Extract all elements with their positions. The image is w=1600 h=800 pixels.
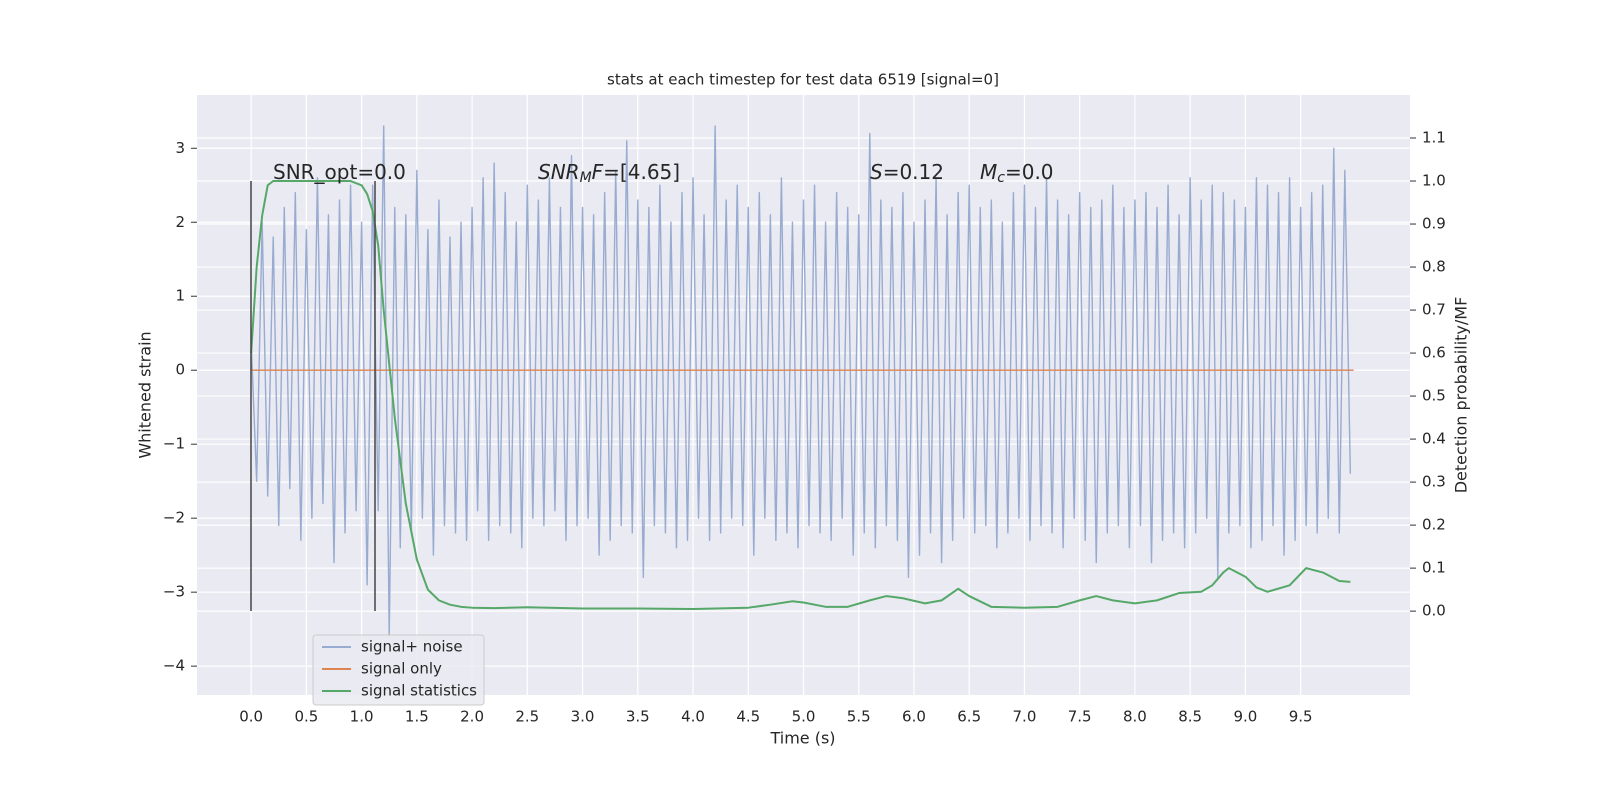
y2-tick-label: 0.1 — [1422, 559, 1446, 577]
legend-label: signal only — [361, 660, 442, 678]
y-axis-label: Whitened strain — [136, 331, 155, 458]
x-tick-label: 4.5 — [736, 708, 760, 726]
series-line — [250, 125, 1352, 638]
x-tick-label: 9.5 — [1289, 708, 1313, 726]
x-tick-label: 0.5 — [294, 708, 318, 726]
marks — [250, 125, 1354, 638]
x-tick-label: 9.0 — [1233, 708, 1257, 726]
y-tick-label: −4 — [163, 657, 185, 675]
y-tick-label: −3 — [163, 583, 185, 601]
x-tick-label: 5.0 — [792, 708, 816, 726]
legend-label: signal+ noise — [361, 638, 463, 656]
x-axis-label: Time (s) — [769, 729, 835, 748]
annotation-part: SNR — [538, 160, 580, 184]
y2-tick-label: 0.7 — [1422, 301, 1446, 319]
x-tick-label: 8.5 — [1178, 708, 1202, 726]
annotation-part: F — [592, 160, 604, 184]
annotation-part: =0.0 — [1005, 160, 1054, 184]
y2-tick-label: 0.9 — [1422, 215, 1446, 233]
annotation-part: S — [870, 160, 883, 184]
y2-tick-label: 0.0 — [1422, 602, 1446, 620]
series-line — [250, 180, 1351, 610]
x-tick-label: 7.0 — [1013, 708, 1037, 726]
chart-title: stats at each timestep for test data 651… — [607, 71, 999, 89]
y2-tick-label: 0.3 — [1422, 473, 1446, 491]
y2-tick-label: 0.5 — [1422, 387, 1446, 405]
annotation: S=0.12 — [870, 160, 944, 184]
x-tick-label: 0.0 — [239, 708, 263, 726]
y2-tick-label: 1.0 — [1422, 172, 1446, 190]
annotation-part: =0.12 — [883, 160, 944, 184]
y-tick-label: −2 — [163, 509, 185, 527]
axes: 0.0 0.5 1.0 1.5 2.0 2.5 3.0 3.5 4.0 4.5 5.0 5.5 6.0 6… — [163, 129, 1446, 726]
annotation: SNR_opt=0.0 — [273, 160, 406, 184]
annotation-part: M — [580, 170, 592, 186]
x-tick-label: 3.0 — [571, 708, 595, 726]
x-tick-label: 1.5 — [405, 708, 429, 726]
legend-box — [312, 634, 485, 706]
x-tick-label: 3.5 — [626, 708, 650, 726]
y2-tick-label: 0.4 — [1422, 430, 1446, 448]
annotation-part: M — [980, 160, 997, 184]
y-tick-label: 0 — [175, 361, 185, 379]
y-tick-label: 3 — [175, 139, 185, 157]
y2-axis-label: Detection probability/MF — [1452, 297, 1471, 494]
y-tick-label: −1 — [163, 435, 185, 453]
x-tick-label: 6.0 — [902, 708, 926, 726]
annotation-part: =[4.65] — [603, 160, 680, 184]
x-tick-label: 8.0 — [1123, 708, 1147, 726]
y2-tick-label: 0.8 — [1422, 258, 1446, 276]
x-tick-label: 1.0 — [350, 708, 374, 726]
y2-tick-label: 1.1 — [1422, 129, 1446, 147]
annotations: SNR_opt=0.0 SNRMF=[4.65] S=0.12 Mc=0.0 — [273, 160, 1054, 187]
legend-label: signal statistics — [361, 682, 477, 700]
x-tick-label: 2.5 — [515, 708, 539, 726]
y-tick-label: 2 — [175, 213, 185, 231]
x-tick-label: 6.5 — [957, 708, 981, 726]
annotation-part: SNR_opt=0.0 — [273, 160, 406, 184]
annotation-part: c — [997, 170, 1005, 186]
legend: signal+ noise signal only signal statistic… — [312, 634, 485, 706]
x-tick-label: 2.0 — [460, 708, 484, 726]
x-tick-label: 5.5 — [847, 708, 871, 726]
annotation: SNRMF=[4.65] — [538, 160, 680, 187]
x-tick-label: 4.0 — [681, 708, 705, 726]
y2-tick-label: 0.2 — [1422, 516, 1446, 534]
annotation: Mc=0.0 — [980, 160, 1054, 187]
y-tick-label: 1 — [175, 287, 185, 305]
x-tick-label: 7.5 — [1068, 708, 1092, 726]
y2-tick-label: 0.6 — [1422, 344, 1446, 362]
